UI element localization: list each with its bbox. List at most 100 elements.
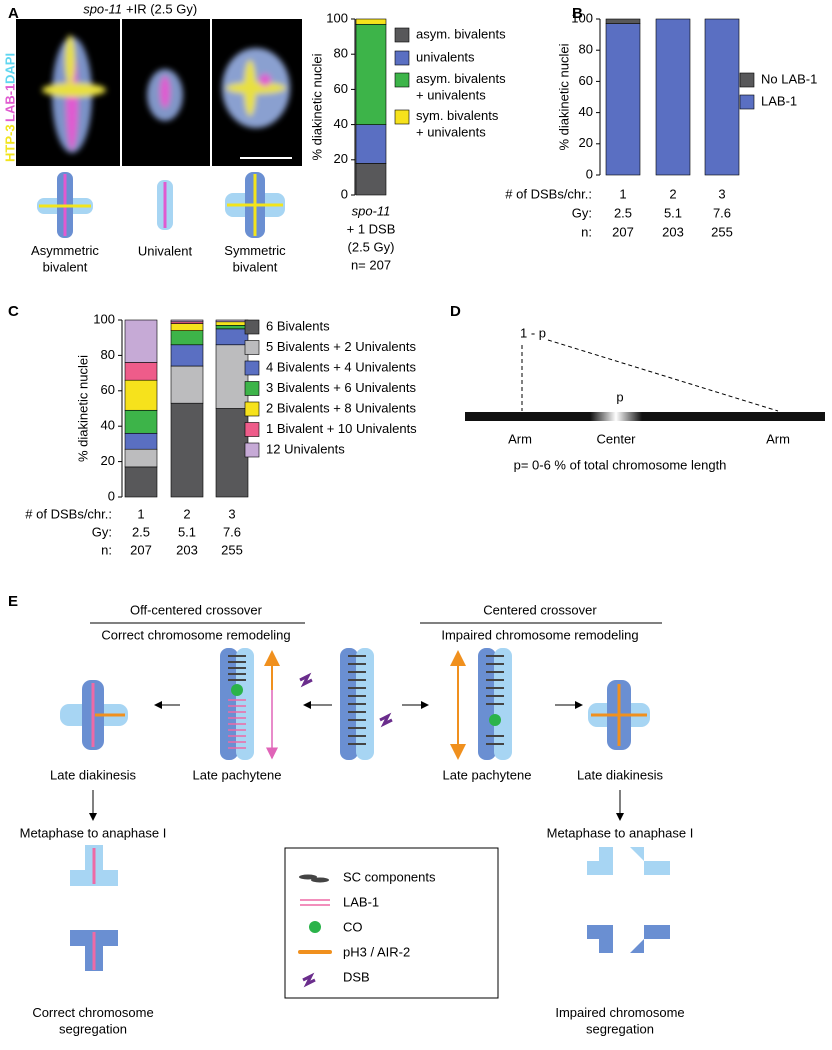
legend-label: CO <box>343 919 363 934</box>
y-tick-label: 40 <box>579 104 593 119</box>
y-tick-label: 100 <box>326 10 348 25</box>
legend-swatch <box>244 401 260 417</box>
header: Centered crossover <box>483 602 597 617</box>
y-axis-title: % diakinetic nuclei <box>75 355 90 462</box>
x-tick-label: n= 207 <box>351 257 391 272</box>
x-tick-label: + 1 DSB <box>347 221 396 236</box>
title-italic: spo-11 <box>83 1 122 16</box>
row-label: n: <box>101 542 112 557</box>
position-label: Arm <box>508 431 532 446</box>
outcome-label: Impaired chromosome segregation <box>555 1005 684 1036</box>
y-tick-label: 60 <box>101 382 115 397</box>
bar-segment <box>124 362 158 381</box>
legend-swatch <box>739 72 755 88</box>
stage-label: Late pachytene <box>193 767 282 782</box>
legend-label: 4 Bivalents + 4 Univalents <box>266 359 416 374</box>
legend-swatch <box>244 360 260 376</box>
x-tick-label: 3 <box>718 186 725 201</box>
stage-label: Late pachytene <box>443 767 532 782</box>
legend-label: sym. bivalents + univalents <box>416 108 499 139</box>
legend-swatch <box>244 381 260 396</box>
panel-label: B <box>572 5 583 22</box>
y-tick-label: 0 <box>341 186 348 201</box>
diagram-label: Symmetric bivalent <box>224 243 286 274</box>
bar-segment <box>170 323 204 331</box>
model-legend <box>284 847 499 999</box>
y-tick-label: 60 <box>579 73 593 88</box>
bar-segment <box>215 328 249 346</box>
bar-segment <box>170 365 204 404</box>
bar-segment <box>215 344 249 409</box>
legend-label: SC components <box>343 869 436 884</box>
legend-label: 5 Bivalents + 2 Univalents <box>266 339 416 354</box>
row-value: 2.5 <box>614 205 632 220</box>
x-tick-label: (2.5 Gy) <box>348 239 395 254</box>
header: Off-centered crossover <box>130 602 263 617</box>
bar-segment <box>355 23 387 125</box>
row-value: 207 <box>612 224 634 239</box>
bar-segment <box>605 23 641 176</box>
legend-swatch <box>244 340 260 355</box>
bar-segment <box>605 18 641 24</box>
annotation: p <box>616 389 623 404</box>
y-tick-label: 40 <box>101 418 115 433</box>
bar-segment <box>215 321 249 326</box>
x-tick-label: 3 <box>228 506 235 521</box>
y-tick-label: 0 <box>108 488 115 503</box>
bar-segment <box>124 448 158 468</box>
y-tick-label: 20 <box>101 453 115 468</box>
bar-segment <box>124 319 158 363</box>
y-tick-label: 80 <box>101 347 115 362</box>
diagram-label: Univalent <box>138 243 193 258</box>
bar-segment <box>704 18 740 176</box>
position-label: Center <box>596 431 636 446</box>
y-axis-title: % diakinetic nuclei <box>556 43 571 150</box>
bar-segment <box>124 466 158 498</box>
legend-swatch <box>739 94 755 110</box>
legend-swatch <box>394 72 410 88</box>
y-axis-title: % diakinetic nuclei <box>309 53 324 160</box>
panel-label: D <box>450 303 461 320</box>
row-label: # of DSBs/chr.: <box>25 506 112 521</box>
row-value: 5.1 <box>664 205 682 220</box>
stage-label: Metaphase to anaphase I <box>20 825 167 840</box>
stain-label: HTP-3 <box>2 124 17 162</box>
subheader: Correct chromosome remodeling <box>101 627 290 642</box>
bar-segment <box>355 163 387 196</box>
y-tick-label: 80 <box>579 42 593 57</box>
caption: p= 0-6 % of total chromosome length <box>514 457 727 472</box>
x-tick-label: spo-11 <box>352 203 391 218</box>
chromosome-schematic <box>465 339 825 421</box>
bar-segment <box>170 319 204 323</box>
diagram-label: Asymmetric bivalent <box>31 243 99 274</box>
legend-label: 12 Univalents <box>266 441 345 456</box>
row-value: 203 <box>176 542 198 557</box>
bar-segment <box>355 124 387 164</box>
y-tick-label: 60 <box>334 81 348 96</box>
row-value: 7.6 <box>223 524 241 539</box>
y-tick-label: 20 <box>579 135 593 150</box>
legend-label: 3 Bivalents + 6 Univalents <box>266 380 416 395</box>
y-tick-label: 100 <box>93 311 115 326</box>
row-label: Gy: <box>572 205 592 220</box>
row-value: 203 <box>662 224 684 239</box>
legend-label: asym. bivalents + univalents <box>416 71 506 102</box>
legend-label: LAB-1 <box>761 93 797 108</box>
row-value: 255 <box>711 224 733 239</box>
bar-segment <box>215 325 249 330</box>
row-value: 255 <box>221 542 243 557</box>
bar-segment <box>355 18 387 25</box>
panel-label: C <box>8 303 19 320</box>
row-value: 7.6 <box>713 205 731 220</box>
title: +IR (2.5 Gy) <box>126 1 197 16</box>
y-tick-label: 100 <box>571 10 593 25</box>
legend-swatch <box>394 27 410 43</box>
bar-segment <box>170 402 204 498</box>
stage-label: Metaphase to anaphase I <box>547 825 694 840</box>
legend-swatch <box>244 422 260 437</box>
y-tick-label: 0 <box>586 166 593 181</box>
y-tick-label: 40 <box>334 116 348 131</box>
legend-label: 6 Bivalents <box>266 318 330 333</box>
legend-swatch <box>394 50 410 66</box>
bar-segment <box>215 319 249 323</box>
